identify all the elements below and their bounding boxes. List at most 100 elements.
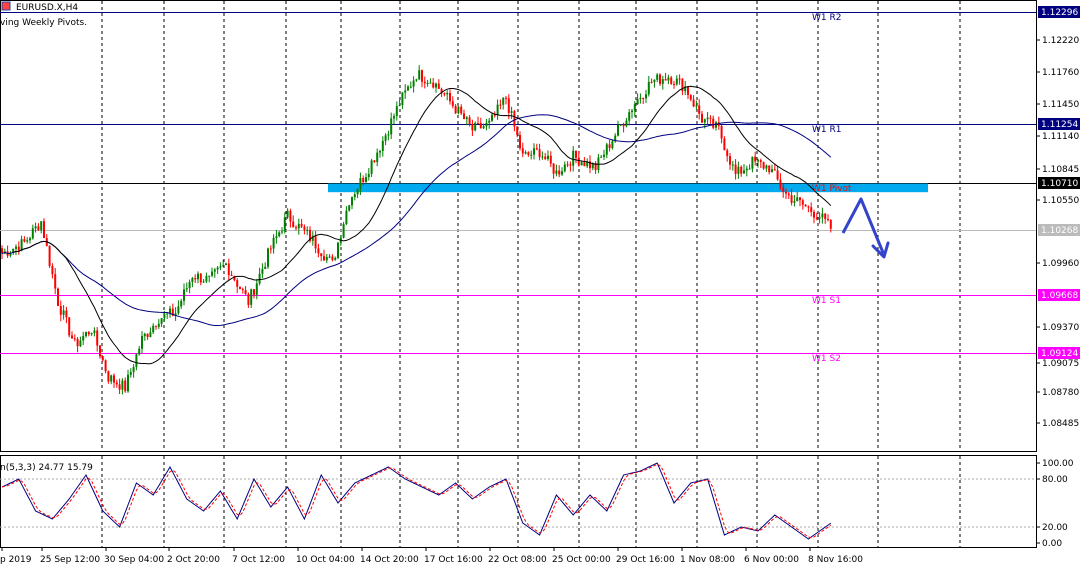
candle-body xyxy=(558,170,561,175)
candle-body xyxy=(695,105,698,107)
candle-body xyxy=(387,134,390,136)
candle-body xyxy=(269,248,272,250)
candle-body xyxy=(757,160,759,162)
candle-body xyxy=(684,86,687,92)
candle-body xyxy=(197,273,199,280)
candle-body xyxy=(549,155,552,164)
candle-body xyxy=(233,275,236,281)
candle-body xyxy=(429,82,432,84)
candle-body xyxy=(603,154,605,157)
candle-body xyxy=(824,213,827,220)
candle-body xyxy=(180,300,183,307)
moving-average-fast xyxy=(13,85,832,365)
time-tick-label: 6 Nov 00:00 xyxy=(744,555,799,565)
price-tick-label: 1.11450 xyxy=(1042,100,1079,110)
candle-body xyxy=(211,271,213,276)
candle-body xyxy=(208,275,211,277)
candle-body xyxy=(132,367,135,373)
candle-body xyxy=(379,150,381,153)
time-tick-label: 17 Oct 16:00 xyxy=(424,555,483,565)
candle-body xyxy=(275,236,278,238)
candle-body xyxy=(272,237,275,249)
candle-body xyxy=(815,217,818,219)
candle-body xyxy=(292,221,295,228)
candle-body xyxy=(449,93,451,102)
candle-body xyxy=(423,81,426,84)
candle-body xyxy=(255,283,258,295)
candle-body xyxy=(751,156,754,169)
candle-body xyxy=(541,156,544,158)
candle-body xyxy=(96,330,99,346)
candle-body xyxy=(250,289,253,305)
candle-body xyxy=(295,227,297,229)
candle-body xyxy=(513,111,516,127)
candle-body xyxy=(636,99,639,105)
candle-body xyxy=(169,308,171,314)
candle-body xyxy=(443,93,446,95)
candle-body xyxy=(373,160,376,163)
candle-body xyxy=(230,275,233,277)
candle-body xyxy=(146,333,149,337)
candle-body xyxy=(790,195,793,203)
time-tick-label: p 2019 xyxy=(0,555,32,565)
candle-body xyxy=(639,97,642,100)
candle-body xyxy=(227,263,230,276)
candle-body xyxy=(594,163,597,170)
candle-body xyxy=(54,274,57,289)
candle-body xyxy=(241,289,244,291)
candle-body xyxy=(48,245,51,266)
stochastic-oscillator xyxy=(1,462,832,540)
candle-body xyxy=(731,164,734,166)
candle-body xyxy=(177,306,180,314)
candle-body xyxy=(493,114,496,116)
candle-body xyxy=(99,345,101,357)
candle-body xyxy=(465,117,468,120)
time-tick-label: 14 Oct 20:00 xyxy=(360,555,419,565)
candle-body xyxy=(664,79,667,81)
candle-body xyxy=(258,273,261,284)
candle-body xyxy=(286,210,289,218)
stoch-label: n(5,3,3) 24.77 15.79 xyxy=(0,463,93,473)
candle-body xyxy=(384,135,387,141)
candle-body xyxy=(185,288,188,290)
candle-body xyxy=(320,253,323,257)
candle-body xyxy=(521,148,524,154)
candle-body xyxy=(460,106,463,114)
candle-body xyxy=(482,126,485,129)
candle-body xyxy=(188,282,191,289)
candle-body xyxy=(141,336,143,349)
candle-body xyxy=(205,275,208,282)
candle-body xyxy=(236,280,239,287)
candle-body xyxy=(62,310,65,315)
candle-body xyxy=(174,313,177,316)
candle-body xyxy=(157,323,160,327)
candle-body xyxy=(337,242,339,259)
candle-body xyxy=(488,120,491,123)
candle-body xyxy=(440,88,443,94)
candle-body xyxy=(661,79,664,84)
candle-body xyxy=(309,229,311,241)
candle-body xyxy=(367,173,370,178)
price-tag-pivot-bg xyxy=(1038,177,1080,189)
candle-body xyxy=(650,81,653,83)
candle-body xyxy=(530,154,533,156)
candle-body xyxy=(776,170,779,180)
price-tag-r1-bg xyxy=(1038,118,1080,130)
candle-body xyxy=(580,162,583,166)
candle-body xyxy=(614,135,617,142)
candle-body xyxy=(351,197,353,206)
time-tick-label: 7 Oct 12:00 xyxy=(232,555,285,565)
candle-body xyxy=(737,166,740,174)
candle-body xyxy=(365,177,367,182)
candle-body xyxy=(454,105,457,114)
candle-body xyxy=(166,313,169,315)
price-tick-label: 1.09370 xyxy=(1042,323,1079,333)
candle-body xyxy=(471,123,474,131)
moving-average-slow xyxy=(1,114,832,326)
candle-body xyxy=(502,97,505,105)
candle-body xyxy=(474,122,477,131)
time-tick-label: 22 Oct 08:00 xyxy=(488,555,547,565)
candle-body xyxy=(20,239,23,251)
candle-body xyxy=(239,286,241,290)
